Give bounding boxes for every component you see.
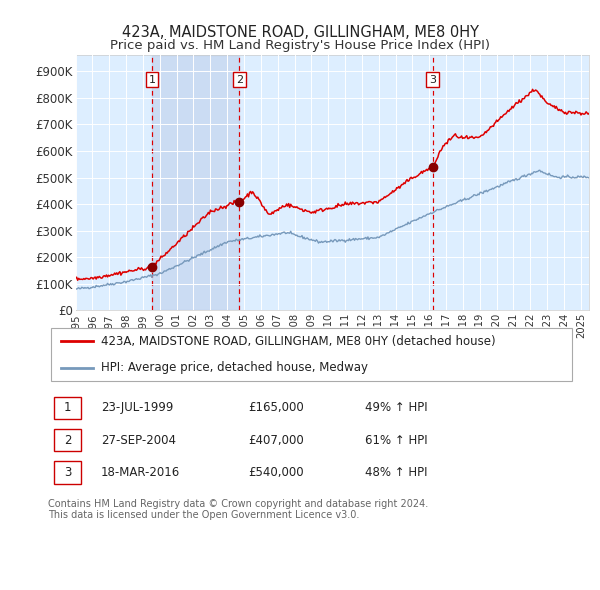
Text: 1: 1 (64, 401, 71, 414)
Text: 49% ↑ HPI: 49% ↑ HPI (365, 401, 427, 414)
Text: Price paid vs. HM Land Registry's House Price Index (HPI): Price paid vs. HM Land Registry's House … (110, 39, 490, 52)
FancyBboxPatch shape (55, 429, 81, 451)
Text: 3: 3 (429, 75, 436, 85)
Text: 48% ↑ HPI: 48% ↑ HPI (365, 466, 427, 479)
Text: 2: 2 (64, 434, 71, 447)
Text: £407,000: £407,000 (248, 434, 304, 447)
Text: 2: 2 (236, 75, 243, 85)
Text: £165,000: £165,000 (248, 401, 304, 414)
Text: This data is licensed under the Open Government Licence v3.0.: This data is licensed under the Open Gov… (48, 510, 359, 520)
Text: Contains HM Land Registry data © Crown copyright and database right 2024.: Contains HM Land Registry data © Crown c… (48, 499, 428, 509)
FancyBboxPatch shape (55, 396, 81, 419)
Text: 18-MAR-2016: 18-MAR-2016 (101, 466, 180, 479)
Bar (152, 55, 239, 310)
Text: 1: 1 (149, 75, 156, 85)
FancyBboxPatch shape (55, 461, 81, 484)
Text: 423A, MAIDSTONE ROAD, GILLINGHAM, ME8 0HY: 423A, MAIDSTONE ROAD, GILLINGHAM, ME8 0H… (121, 25, 479, 40)
FancyBboxPatch shape (50, 328, 572, 381)
Text: 27-SEP-2004: 27-SEP-2004 (101, 434, 176, 447)
Text: HPI: Average price, detached house, Medway: HPI: Average price, detached house, Medw… (101, 362, 368, 375)
Text: 23-JUL-1999: 23-JUL-1999 (101, 401, 173, 414)
Text: 423A, MAIDSTONE ROAD, GILLINGHAM, ME8 0HY (detached house): 423A, MAIDSTONE ROAD, GILLINGHAM, ME8 0H… (101, 335, 496, 348)
Text: £540,000: £540,000 (248, 466, 304, 479)
Text: 3: 3 (64, 466, 71, 479)
Text: 61% ↑ HPI: 61% ↑ HPI (365, 434, 427, 447)
